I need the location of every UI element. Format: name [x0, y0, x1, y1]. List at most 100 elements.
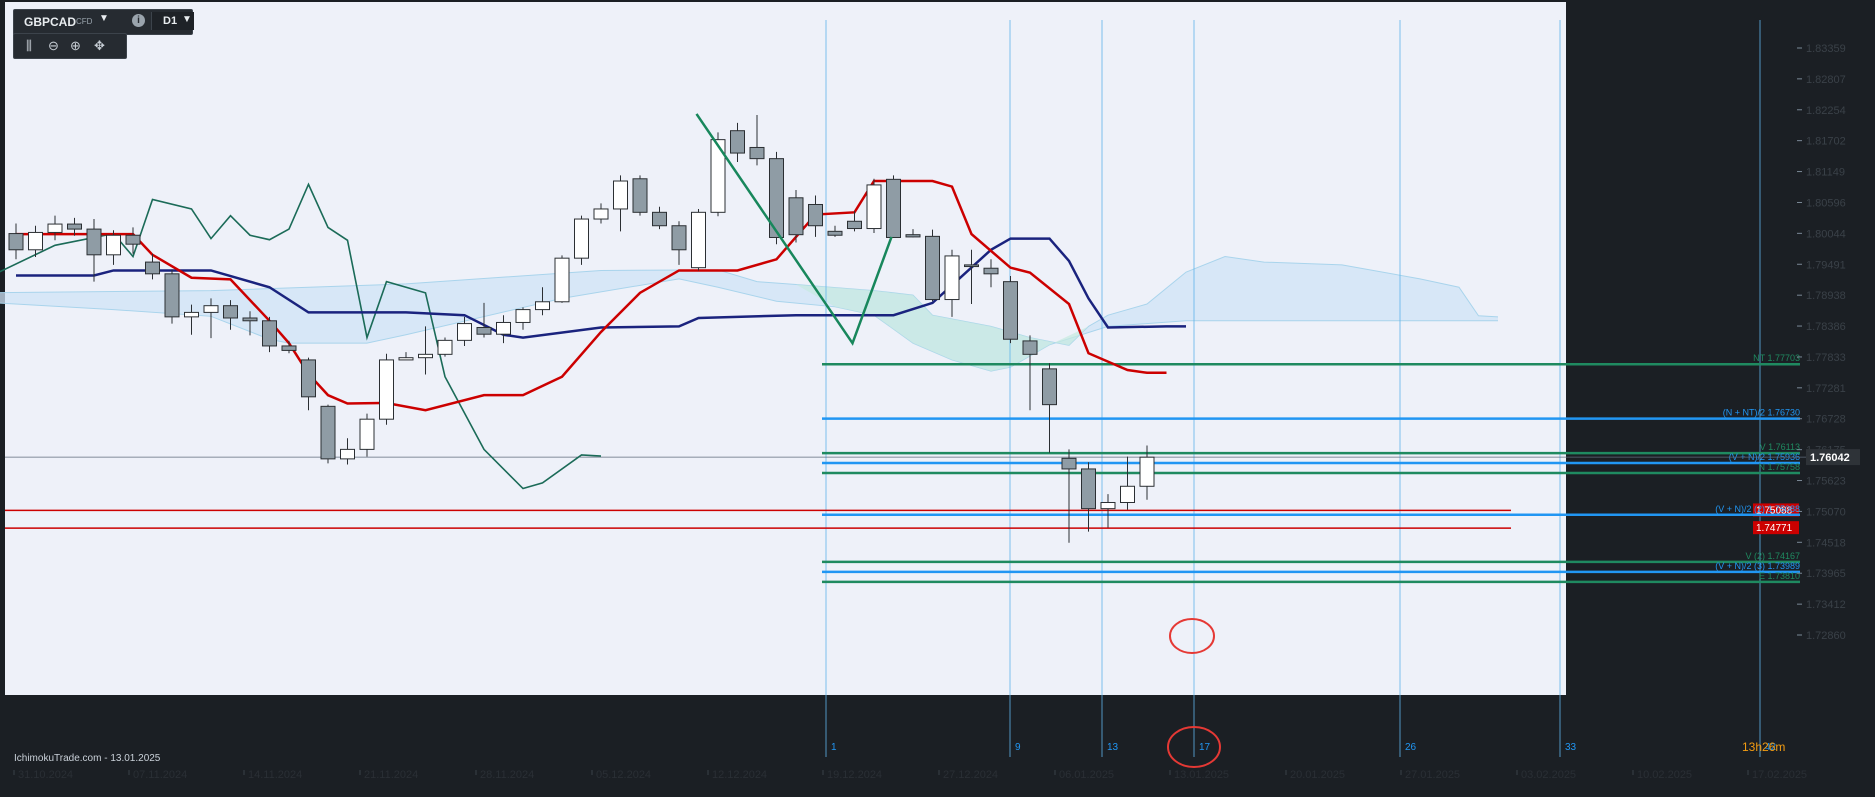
target-level-label: (V + N)/2 (3) 1.73989	[1715, 561, 1800, 571]
bullish-candle[interactable]	[398, 357, 414, 361]
y-tick-label: 1.77281	[1806, 383, 1846, 395]
bullish-candle[interactable]	[340, 448, 355, 460]
bullish-candle[interactable]	[437, 339, 453, 355]
y-tick-label: 1.81149	[1806, 167, 1845, 179]
symbol-label[interactable]: GBPCAD	[24, 15, 77, 29]
y-tick-label: 1.79491	[1806, 259, 1846, 271]
price-tag	[1753, 503, 1799, 517]
bearish-candle[interactable]	[632, 178, 648, 213]
bearish-candle[interactable]	[262, 320, 277, 347]
bearish-candle[interactable]	[808, 203, 823, 227]
bearish-candle[interactable]	[749, 146, 765, 160]
bearish-candle[interactable]	[964, 264, 979, 268]
bullish-candle[interactable]	[593, 208, 609, 220]
bearish-candle[interactable]	[223, 305, 238, 319]
bullish-candle[interactable]	[691, 211, 706, 269]
x-tick-label: 05.12.2024	[596, 769, 651, 781]
timeframe-dropdown-icon[interactable]: ▼	[182, 14, 192, 25]
bearish-candle[interactable]	[1042, 368, 1057, 406]
bearish-candle[interactable]	[145, 261, 160, 275]
bearish-candle[interactable]	[788, 197, 804, 236]
x-tick-label: 27.01.2025	[1405, 769, 1460, 781]
symbol-dropdown-icon[interactable]: ▼	[99, 13, 109, 24]
bearish-candle[interactable]	[905, 234, 921, 238]
bearish-candle[interactable]	[1003, 281, 1018, 340]
bearish-candle[interactable]	[8, 233, 24, 251]
bullish-candle[interactable]	[184, 311, 199, 318]
crosshair-icon[interactable]: ✥	[94, 38, 105, 53]
x-tick-label: 28.11.2024	[480, 769, 534, 781]
bearish-candle[interactable]	[1081, 468, 1096, 510]
bullish-candle[interactable]	[574, 218, 589, 259]
timeframe-selector[interactable]: D1 ▼	[151, 12, 194, 30]
y-tick-label: 1.76728	[1806, 414, 1846, 426]
target-level-label: V (2) 1.74167	[1745, 551, 1800, 561]
price-tag-label: 1.74771	[1756, 523, 1793, 534]
bullish-candle[interactable]	[613, 180, 628, 210]
x-tick-label: 27.12.2024	[943, 769, 998, 781]
chikou-span-line	[0, 182, 602, 490]
x-tick-label: 19.12.2024	[827, 769, 882, 781]
timeframe-label: D1	[163, 15, 178, 27]
bearish-candle[interactable]	[67, 223, 82, 230]
target-level-label: (N + NT)/2 1.76730	[1723, 408, 1800, 418]
bearish-candle[interactable]	[1061, 457, 1077, 470]
bearish-candle[interactable]	[925, 235, 940, 301]
bearish-candle[interactable]	[827, 230, 843, 236]
time-cycle-label: 42	[1765, 742, 1777, 753]
wave-pattern-line	[695, 113, 893, 346]
candles-icon[interactable]: ⫼	[26, 38, 32, 53]
bullish-candle[interactable]	[359, 418, 375, 450]
bullish-candle[interactable]	[379, 359, 394, 420]
bullish-candle[interactable]	[944, 255, 960, 301]
bullish-candle[interactable]	[554, 257, 570, 303]
bullish-candle[interactable]	[1100, 501, 1116, 510]
bearish-candle[interactable]	[320, 405, 336, 460]
bullish-candle[interactable]	[203, 305, 219, 313]
last-price-label: 1.76042	[1810, 452, 1850, 464]
bearish-candle[interactable]	[652, 211, 667, 227]
candle-countdown-clock: 13h26m	[1742, 740, 1785, 754]
bullish-candle[interactable]	[866, 184, 882, 230]
time-cycle-label: 17	[1199, 742, 1211, 753]
zoom-in-icon[interactable]: ⊕	[70, 38, 81, 53]
bearish-candle[interactable]	[301, 359, 316, 398]
bullish-candle[interactable]	[535, 301, 550, 311]
target-level-label: NT 1.77703	[1753, 353, 1800, 363]
bullish-candle[interactable]	[418, 353, 433, 359]
bearish-candle[interactable]	[281, 345, 297, 351]
bearish-candle[interactable]	[769, 158, 784, 238]
bullish-candle[interactable]	[457, 323, 472, 341]
bearish-candle[interactable]	[983, 267, 999, 275]
bearish-candle[interactable]	[86, 228, 102, 256]
y-tick-label: 1.75623	[1806, 476, 1846, 488]
bullish-candle[interactable]	[515, 309, 531, 323]
price-tag	[1753, 521, 1799, 535]
zoom-out-icon[interactable]: ⊖	[48, 38, 59, 53]
bearish-candle[interactable]	[125, 234, 141, 245]
time-cycle-label: 1	[831, 742, 837, 753]
time-cycle-label: 33	[1565, 742, 1577, 753]
bullish-candle[interactable]	[710, 139, 726, 213]
bullish-candle[interactable]	[1139, 456, 1155, 487]
bullish-candle[interactable]	[496, 321, 511, 335]
bearish-candle[interactable]	[476, 326, 492, 335]
bullish-candle[interactable]	[28, 231, 43, 251]
bearish-candle[interactable]	[1022, 340, 1038, 355]
bearish-candle[interactable]	[164, 273, 180, 318]
bearish-candle[interactable]	[242, 317, 258, 322]
x-tick-label: 10.02.2025	[1637, 769, 1692, 781]
y-tick-label: 1.75070	[1806, 506, 1846, 518]
bullish-candle[interactable]	[106, 234, 121, 256]
bearish-candle[interactable]	[671, 225, 687, 251]
x-tick-label: 20.01.2025	[1290, 769, 1345, 781]
info-icon[interactable]: i	[132, 14, 145, 27]
y-tick-label: 1.83359	[1806, 43, 1846, 55]
bearish-candle[interactable]	[847, 220, 862, 230]
x-tick-label: 12.12.2024	[712, 769, 767, 781]
bearish-candle[interactable]	[730, 130, 745, 154]
bearish-candle[interactable]	[886, 178, 901, 238]
bullish-candle[interactable]	[47, 223, 63, 233]
bullish-candle[interactable]	[1120, 485, 1135, 503]
